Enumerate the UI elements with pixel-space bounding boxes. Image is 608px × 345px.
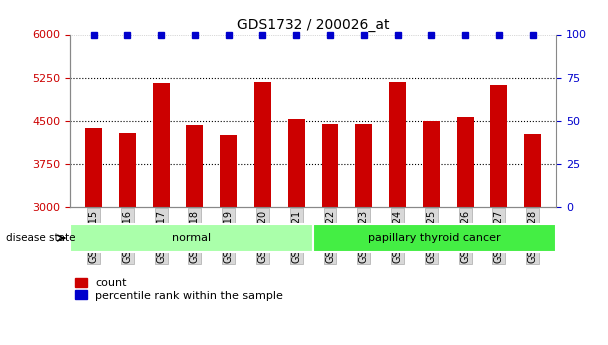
- Bar: [254, 82, 271, 207]
- Bar: [187, 125, 203, 207]
- Text: normal: normal: [172, 233, 211, 243]
- Legend: count, percentile rank within the sample: count, percentile rank within the sample: [75, 278, 283, 300]
- Title: GDS1732 / 200026_at: GDS1732 / 200026_at: [237, 18, 389, 32]
- Text: papillary thyroid cancer: papillary thyroid cancer: [368, 233, 501, 243]
- Bar: [524, 134, 541, 207]
- Bar: [322, 124, 339, 207]
- Bar: [153, 83, 170, 207]
- Bar: [119, 134, 136, 207]
- Bar: [423, 121, 440, 207]
- Bar: [491, 85, 507, 207]
- Bar: [457, 117, 474, 207]
- Bar: [389, 82, 406, 207]
- Bar: [288, 119, 305, 207]
- Bar: [313, 224, 556, 252]
- Bar: [70, 224, 313, 252]
- Bar: [355, 124, 372, 207]
- Bar: [85, 128, 102, 207]
- Bar: [220, 135, 237, 207]
- Text: disease state: disease state: [5, 233, 75, 243]
